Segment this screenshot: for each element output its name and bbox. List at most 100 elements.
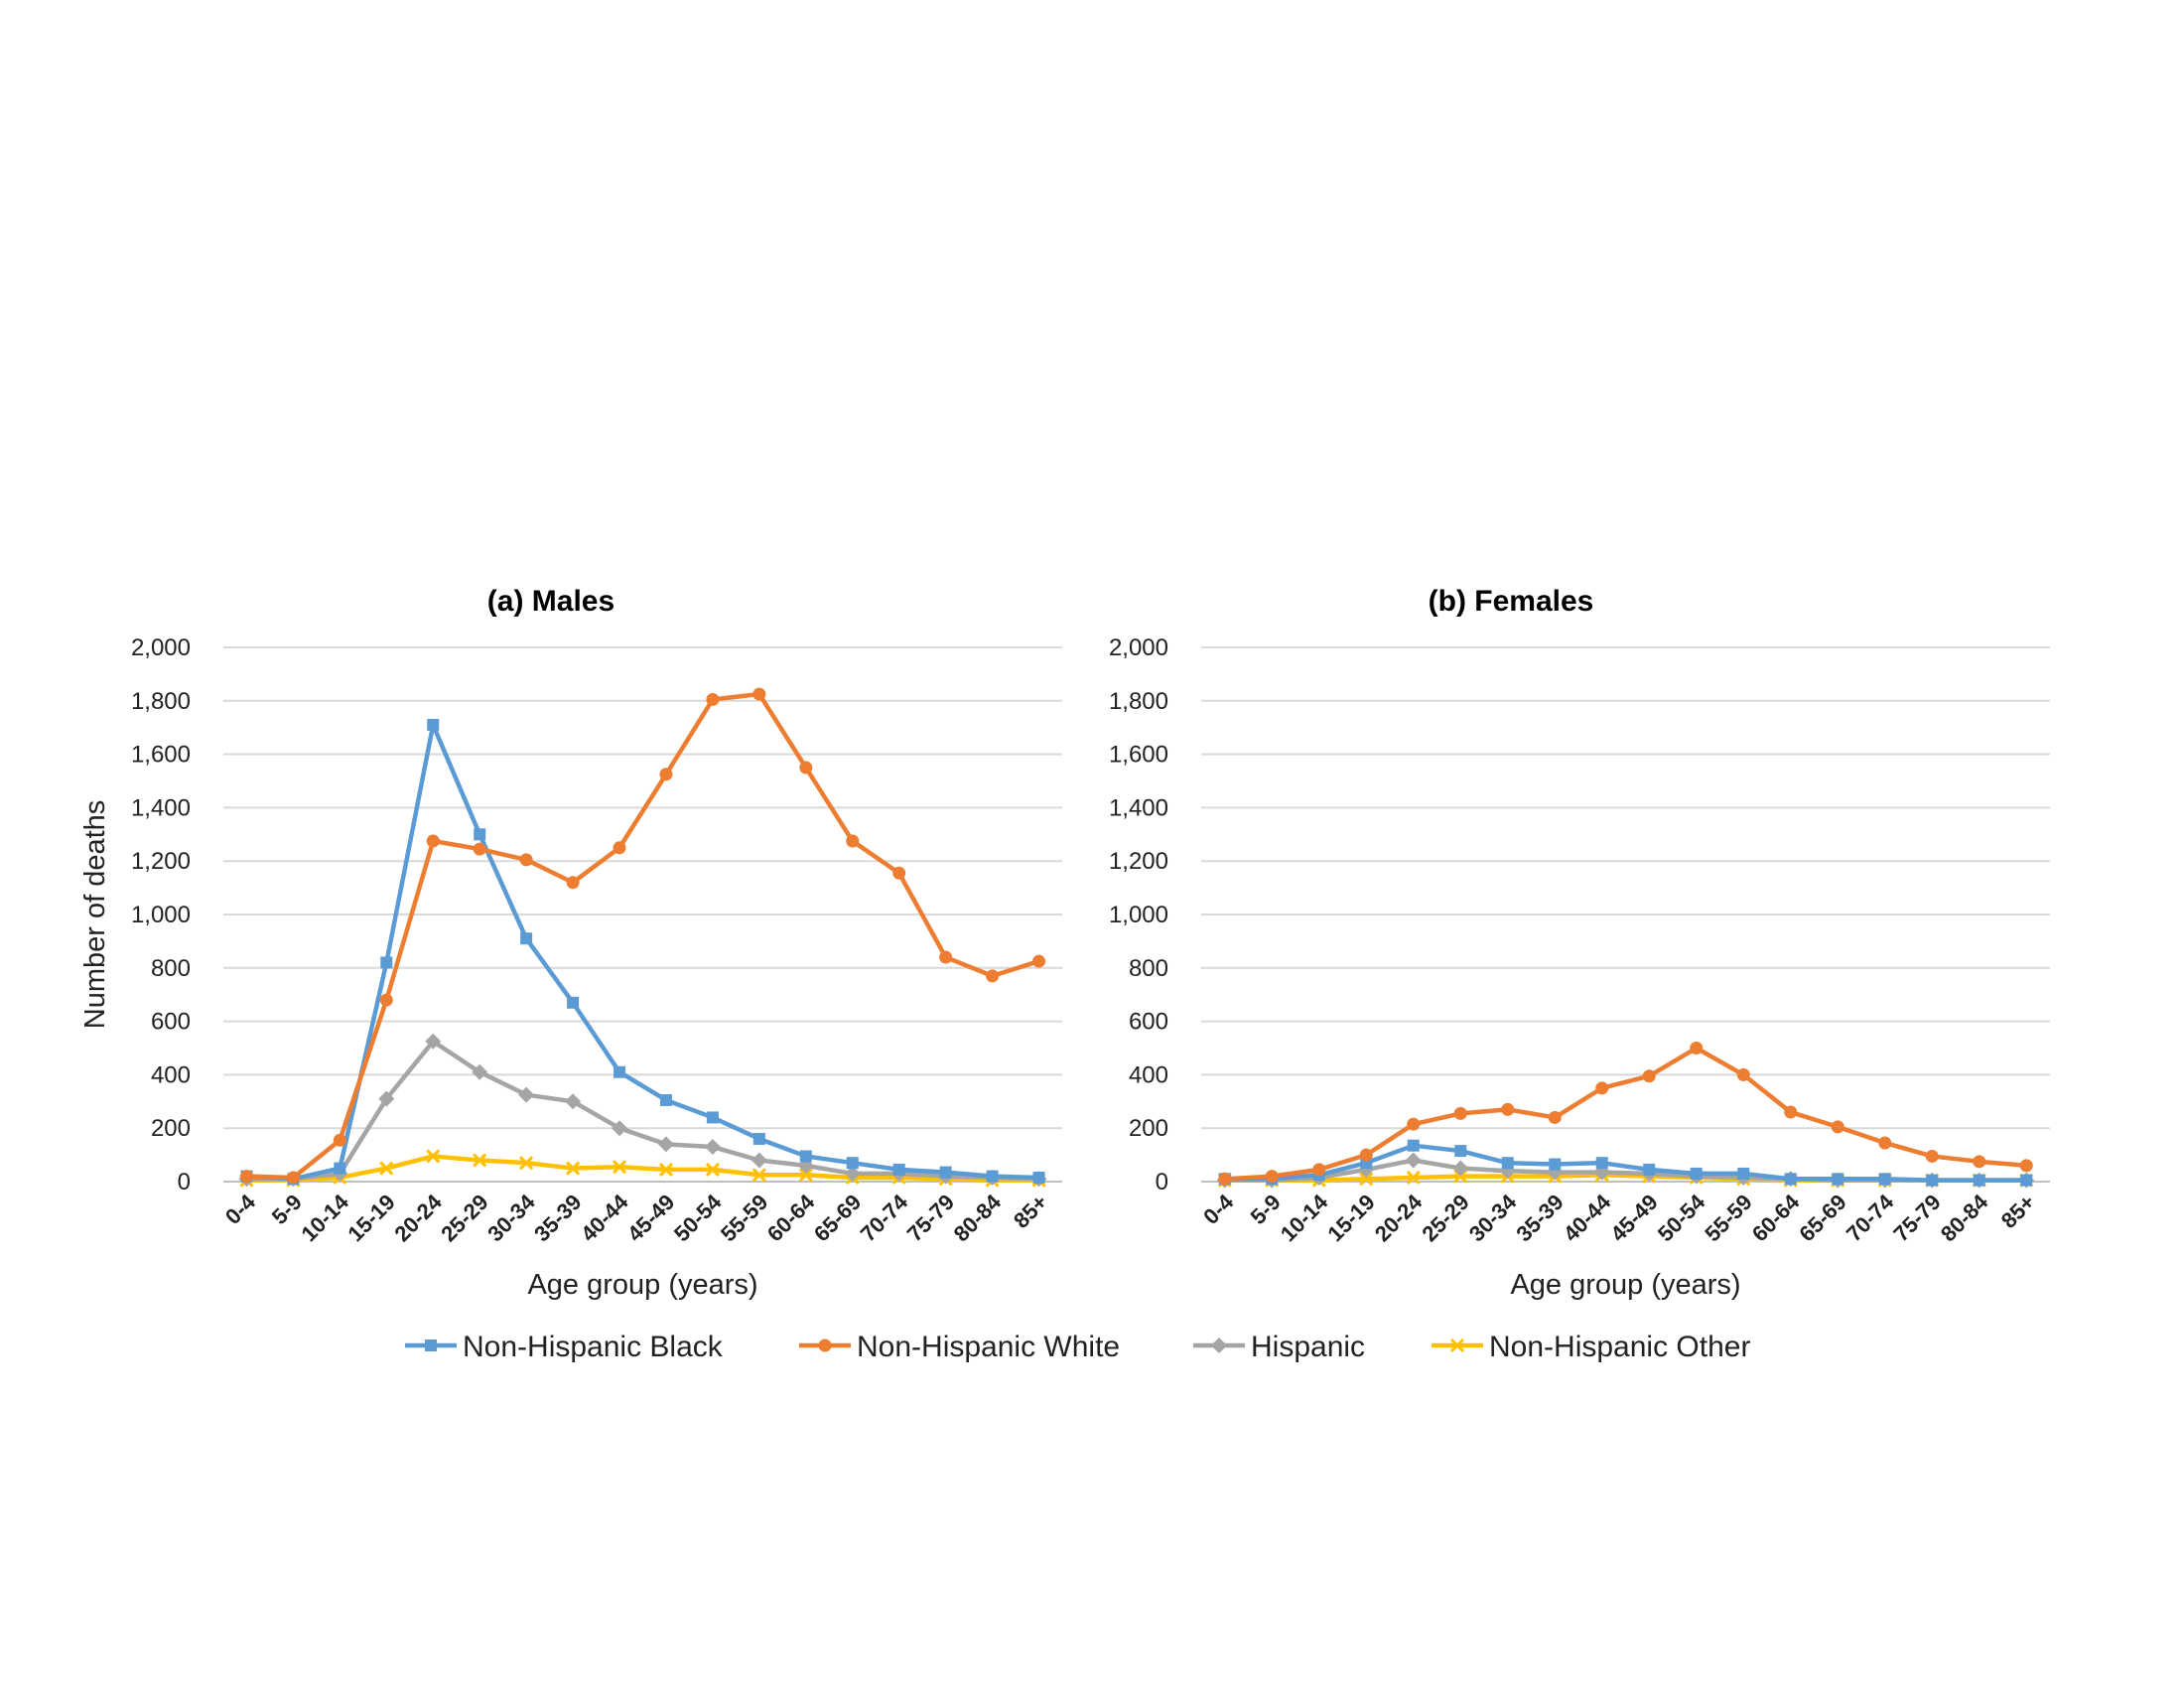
data-point xyxy=(892,1163,905,1176)
data-point xyxy=(2020,1174,2033,1187)
legend-marker xyxy=(1449,1337,1465,1353)
data-point xyxy=(1595,1157,1608,1170)
data-point xyxy=(939,950,953,964)
data-point xyxy=(751,1152,767,1169)
x-tick-label: 5-9 xyxy=(1246,1190,1286,1229)
females-chart: (b) Females 0 200 400 600 800 1,000 1,200 1,400 1… xyxy=(1109,585,2050,1301)
x-tick-label: 60-64 xyxy=(762,1189,820,1246)
data-point xyxy=(704,1139,721,1156)
y-tick-label: 1,600 xyxy=(1109,742,1168,769)
data-point xyxy=(380,956,393,969)
data-point xyxy=(659,1093,672,1106)
x-tick-label: 70-74 xyxy=(856,1189,913,1246)
x-tick-label: 0-4 xyxy=(220,1189,261,1229)
legend: Non-Hispanic Black Non-Hispanic White Hisp… xyxy=(405,1331,1750,1363)
data-point xyxy=(939,1166,952,1179)
y-tick-label: 200 xyxy=(1129,1115,1168,1142)
series-line xyxy=(246,722,1039,1182)
legend-label: Non-Hispanic Black xyxy=(463,1331,724,1363)
data-point xyxy=(1973,1174,1985,1187)
legend-item-hispanic: Hispanic xyxy=(1193,1331,1365,1363)
x-tick-label: 50-54 xyxy=(1653,1189,1710,1246)
data-point xyxy=(846,834,860,848)
data-point xyxy=(1878,1136,1892,1150)
y-tick-label: 800 xyxy=(1129,955,1168,982)
y-tick-label: 1,000 xyxy=(131,902,191,928)
data-point xyxy=(844,1165,861,1182)
y-tick-label: 2,000 xyxy=(131,634,191,661)
x-tick-label: 35-39 xyxy=(529,1190,586,1246)
data-point xyxy=(1359,1148,1373,1162)
data-point xyxy=(986,969,1000,983)
x-tick-label: 55-59 xyxy=(1700,1190,1756,1246)
data-point xyxy=(706,1111,719,1124)
data-point xyxy=(705,1162,720,1177)
x-tick-label: 0-4 xyxy=(1198,1189,1239,1229)
series-line xyxy=(246,691,1040,1181)
data-point xyxy=(751,1168,766,1183)
x-tick-label: 20-24 xyxy=(1370,1189,1428,1246)
series-line xyxy=(246,1039,1039,1182)
y-tick-label: 600 xyxy=(151,1009,191,1036)
series-hispanic xyxy=(238,1033,1047,1188)
data-point xyxy=(612,1120,628,1137)
series-non-hispanic-black xyxy=(240,719,1045,1186)
data-point xyxy=(1032,954,1046,968)
y-tick-label: 1,800 xyxy=(1109,688,1168,715)
data-point xyxy=(426,1149,441,1164)
x-tick-label: 20-24 xyxy=(389,1189,447,1246)
data-point xyxy=(798,1168,813,1183)
data-point xyxy=(1548,1110,1562,1124)
data-point xyxy=(567,996,580,1009)
data-point xyxy=(239,1170,253,1184)
data-point xyxy=(1784,1105,1798,1119)
data-point xyxy=(1406,1170,1421,1186)
y-tick-label: 1,400 xyxy=(1109,794,1168,821)
series-line xyxy=(1224,1143,2027,1183)
x-tick-label: 35-39 xyxy=(1511,1190,1568,1246)
data-point xyxy=(1642,1069,1656,1083)
data-point xyxy=(473,1153,487,1168)
y-tick-label: 2,000 xyxy=(1109,634,1168,661)
y-tick-label: 1,200 xyxy=(131,848,191,875)
data-point xyxy=(659,768,673,781)
data-point xyxy=(518,1086,535,1103)
x-tick-label: 85+ xyxy=(1996,1190,2040,1233)
y-tick-label: 0 xyxy=(178,1169,191,1196)
x-tick-label: 65-69 xyxy=(809,1190,866,1246)
data-point xyxy=(1501,1102,1515,1116)
y-tick-label: 600 xyxy=(1129,1009,1168,1036)
x-axis-title: Age group (years) xyxy=(527,1269,757,1301)
y-tick-label: 1,000 xyxy=(1109,902,1168,928)
x-tick-label: 10-14 xyxy=(296,1189,353,1246)
data-point xyxy=(2019,1159,2033,1173)
data-point xyxy=(799,1150,812,1163)
series-non-hispanic-white xyxy=(1218,1042,2033,1186)
y-tick-label: 1,800 xyxy=(131,688,191,715)
data-point xyxy=(706,692,720,706)
legend-label: Non-Hispanic Other xyxy=(1489,1331,1750,1363)
data-point xyxy=(1925,1149,1939,1163)
data-point xyxy=(1736,1067,1750,1081)
x-tick-label: 75-79 xyxy=(902,1190,959,1246)
x-tick-label: 45-49 xyxy=(622,1190,679,1246)
data-point xyxy=(473,842,486,856)
data-point xyxy=(846,1157,859,1170)
x-tick-label: 80-84 xyxy=(1936,1189,1993,1246)
x-tick-label: 55-59 xyxy=(716,1190,772,1246)
data-point xyxy=(613,841,626,855)
data-point xyxy=(1453,1106,1467,1120)
data-point xyxy=(566,876,580,890)
data-point xyxy=(1501,1157,1514,1170)
legend-marker xyxy=(425,1339,437,1351)
series-non-hispanic-white xyxy=(239,687,1046,1185)
data-point xyxy=(378,1090,395,1107)
data-point xyxy=(333,1133,346,1147)
data-point xyxy=(519,853,533,867)
x-tick-label: 85+ xyxy=(1009,1190,1052,1233)
data-point xyxy=(1454,1145,1467,1158)
y-tick-label: 1,200 xyxy=(1109,848,1168,875)
legend-label: Non-Hispanic White xyxy=(857,1331,1120,1363)
data-point xyxy=(986,1170,999,1183)
